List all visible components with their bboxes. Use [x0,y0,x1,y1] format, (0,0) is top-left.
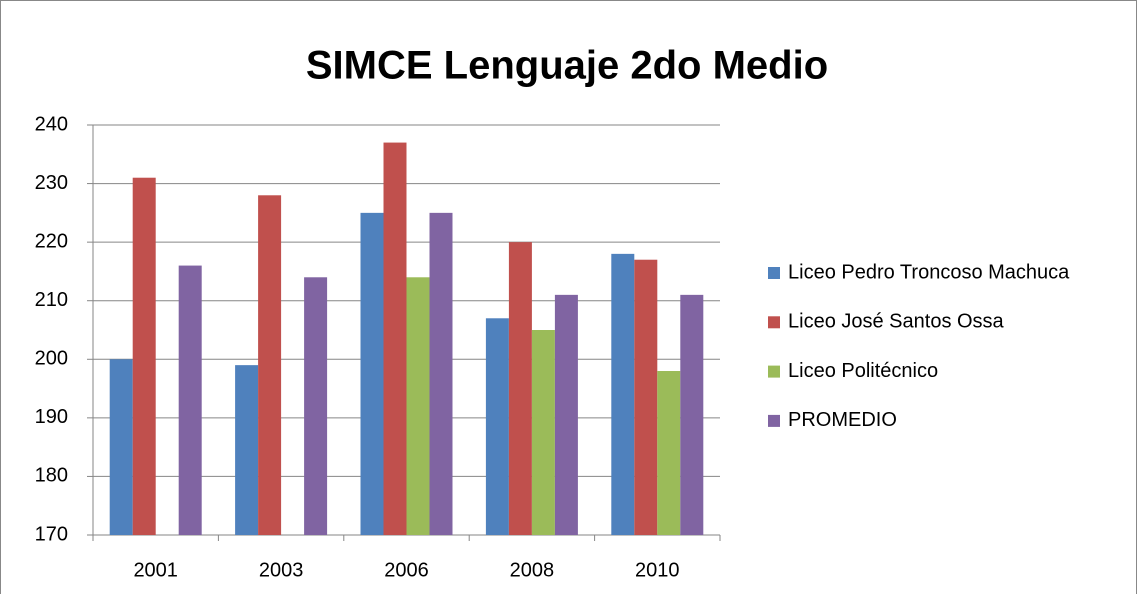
y-tick-label: 170 [35,523,68,545]
bar [429,212,453,535]
y-tick-label: 200 [35,348,68,370]
y-tick-label: 220 [35,230,68,252]
bar [611,253,635,535]
bar [178,265,202,535]
legend-label: PROMEDIO [788,409,897,431]
bar [554,294,578,535]
bar [383,142,407,536]
x-tick-label: 2001 [133,559,178,581]
bar [531,330,555,535]
x-tick-label: 2003 [259,559,304,581]
bar [508,242,532,535]
legend-label: Liceo José Santos Ossa [788,311,1005,333]
legend-swatch [768,267,780,279]
legend-swatch [768,316,780,329]
bar [360,212,384,535]
y-tick-label: 210 [35,289,68,311]
x-tick-label: 2006 [384,559,429,581]
bar [235,365,259,535]
x-tick-label: 2010 [635,559,680,581]
bar [680,294,704,535]
y-tick-label: 240 [35,113,68,135]
bar [304,277,328,535]
bar [132,177,156,535]
y-tick-label: 180 [35,465,68,487]
legend-swatch [768,365,780,378]
chart-title: SIMCE Lenguaje 2do Medio [306,44,828,88]
bar [657,371,681,535]
y-tick-label: 230 [35,172,68,194]
legend-swatch [768,414,780,427]
y-tick-label: 190 [35,406,68,428]
bar [258,195,282,536]
legend-label: Liceo Pedro Troncoso Machuca [788,261,1070,283]
x-tick-label: 2008 [510,559,555,581]
bar [634,259,658,535]
bar [406,277,430,535]
bar [109,359,133,535]
legend-label: Liceo Politécnico [788,360,938,382]
bar [485,318,509,535]
